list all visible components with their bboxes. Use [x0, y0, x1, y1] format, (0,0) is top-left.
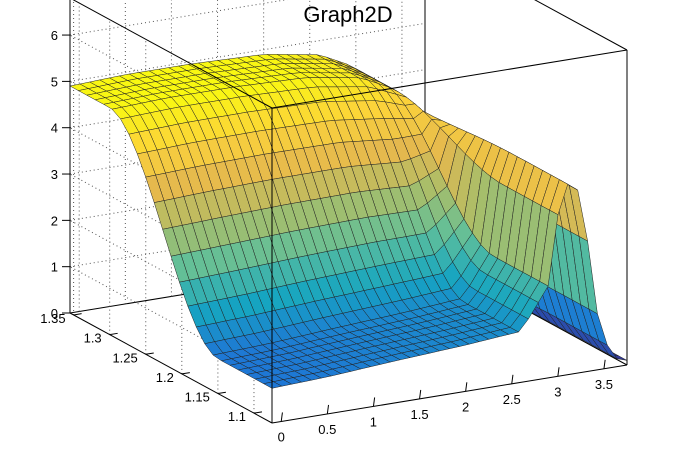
axes: 0 1 2 3 4 5 6 0 0.5 1 1.5 2 2.5 3 3.5 1.1 1.15 1.2 1.25 1.3…: [40, 0, 613, 444]
surface: [69, 54, 628, 389]
y-tick: [217, 391, 226, 395]
x-tick: [326, 404, 330, 415]
y-tick-label: 1.15: [185, 390, 210, 405]
chart-title: Graph2D: [303, 2, 393, 27]
x-tick-label: 3: [554, 384, 561, 399]
front-edge: [271, 364, 628, 424]
y-tick: [109, 332, 118, 336]
z-tick-label: 4: [51, 121, 58, 136]
x-tick: [419, 389, 422, 399]
back-edge: [534, 0, 628, 51]
z-tick-label: 6: [51, 28, 58, 43]
x-tick: [465, 382, 468, 392]
y-tick-label: 1.25: [112, 350, 137, 365]
z-tick-label: 2: [51, 213, 58, 228]
z-tick-label: 3: [51, 167, 58, 182]
x-tick-label: 1.5: [410, 407, 428, 422]
x-tick: [603, 359, 606, 369]
x-tick: [511, 374, 514, 384]
front-edge: [72, 0, 273, 109]
grid-line: [69, 0, 288, 36]
front-edge: [271, 49, 628, 109]
z-tick-label: 0: [51, 306, 58, 321]
x-tick-label: 2.5: [503, 392, 521, 407]
y-tick: [253, 411, 263, 414]
y-tick: [145, 352, 154, 355]
x-tick: [280, 412, 283, 422]
front-edge: [69, 312, 273, 424]
x-tick-label: 0: [278, 429, 285, 444]
x-tick-label: 0.5: [318, 422, 336, 437]
y-tick-label: 1.2: [156, 370, 174, 385]
z-tick-label: 5: [51, 74, 58, 89]
x-tick-label: 2: [462, 399, 469, 414]
y-tick: [73, 313, 82, 316]
y-tick-label: 1.3: [84, 331, 102, 346]
x-tick: [557, 367, 560, 377]
x-tick-label: 1: [370, 414, 377, 429]
y-tick-label: 1.1: [228, 409, 246, 424]
y-tick-label: 1.35: [40, 311, 65, 326]
surface-cell: [262, 381, 283, 389]
x-tick-label: 3.5: [595, 377, 613, 392]
z-tick-label: 1: [51, 260, 58, 275]
frame: [69, 0, 628, 424]
x-tick: [372, 397, 376, 407]
y-tick: [181, 372, 190, 375]
